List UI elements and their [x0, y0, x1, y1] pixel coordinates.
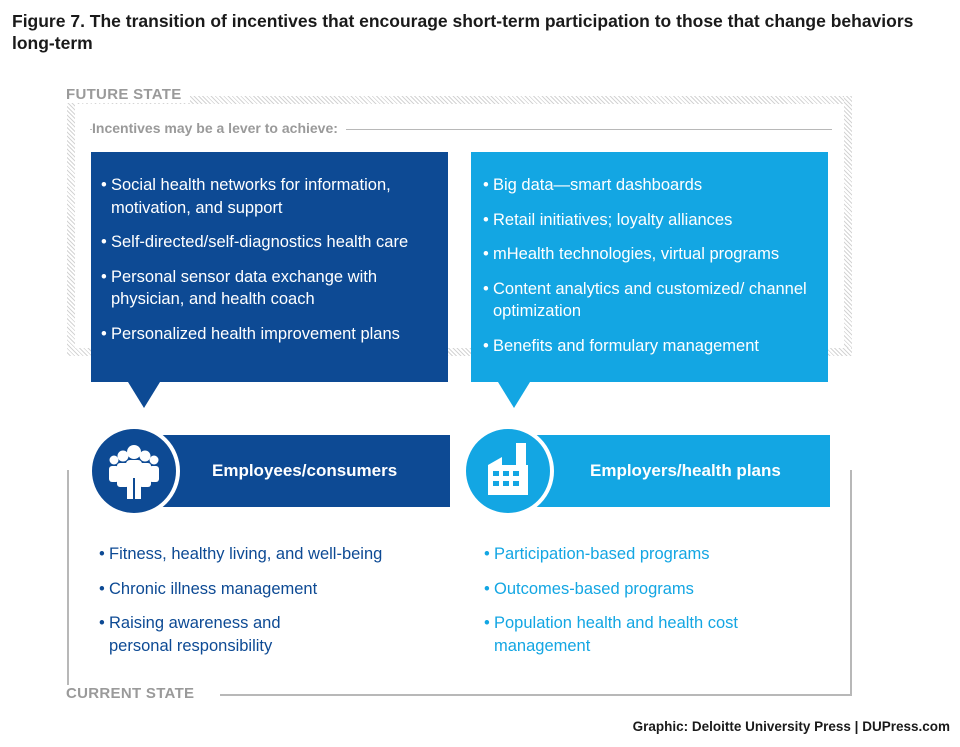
current-right-item: Participation-based programs — [476, 543, 806, 566]
people-group-icon — [88, 425, 180, 517]
future-right-item: Big data—smart dashboards — [475, 174, 818, 197]
callout-pointer-left — [128, 382, 160, 408]
future-sublabel: Incentives may be a lever to achieve: — [92, 120, 346, 136]
current-left-item: Raising awareness and personal responsib… — [91, 612, 289, 657]
current-left-item: Chronic illness management — [91, 578, 431, 601]
sublabel-rule — [90, 129, 832, 130]
future-right-item: Content analytics and customized/ channe… — [475, 278, 818, 323]
callout-pointer-right — [498, 382, 530, 408]
future-left-item: Personalized health improvement plans — [93, 323, 438, 346]
factory-icon — [462, 425, 554, 517]
future-right-item: Benefits and formulary management — [475, 335, 818, 358]
current-list-employers: Participation-based programs Outcomes-ba… — [476, 543, 806, 669]
current-list-employees: Fitness, healthy living, and well-being … — [91, 543, 431, 669]
actor-label-employees: Employees/consumers — [212, 461, 398, 480]
future-box-employees: Social health networks for information, … — [91, 152, 448, 382]
actor-label-employers: Employers/health plans — [590, 461, 781, 480]
current-left-item: Fitness, healthy living, and well-being — [91, 543, 431, 566]
actor-band-employers: Employers/health plans — [530, 435, 830, 507]
graphic-credit: Graphic: Deloitte University Press | DUP… — [632, 719, 950, 734]
figure-title: Figure 7. The transition of incentives t… — [12, 11, 914, 53]
future-left-item: Personal sensor data exchange with physi… — [93, 266, 438, 311]
future-right-item: mHealth technologies, virtual programs — [475, 243, 818, 266]
future-left-item: Social health networks for information, … — [93, 174, 438, 219]
future-box-employers: Big data—smart dashboards Retail initiat… — [471, 152, 828, 382]
future-right-item: Retail initiatives; loyalty alliances — [475, 209, 818, 232]
actor-band-employees: Employees/consumers — [150, 435, 450, 507]
future-state-label: FUTURE STATE — [66, 86, 190, 103]
current-state-label: CURRENT STATE — [66, 685, 195, 702]
current-right-item: Population health and health cost manage… — [476, 612, 784, 657]
future-left-item: Self-directed/self-diagnostics health ca… — [93, 231, 438, 254]
current-right-item: Outcomes-based programs — [476, 578, 806, 601]
